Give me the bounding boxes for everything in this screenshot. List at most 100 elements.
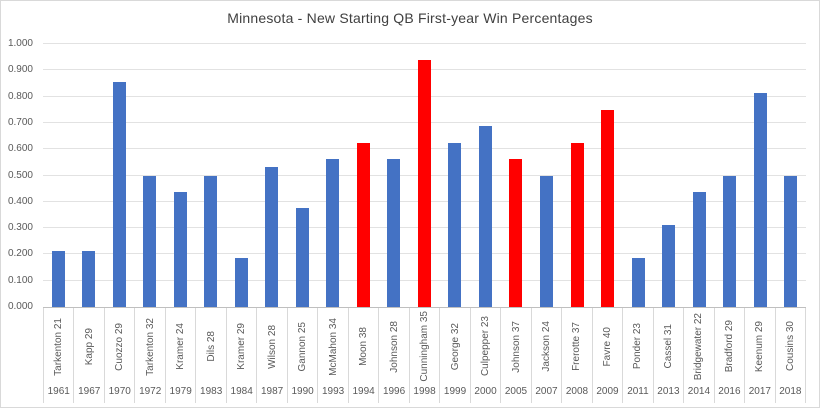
category-label-cell: Ponder 23 2011 <box>623 308 654 403</box>
category-name-wrap: Ponder 23 <box>632 308 643 385</box>
category-label-cell: Jackson 24 2007 <box>532 308 563 403</box>
category-name-wrap: Cassel 31 <box>663 308 674 385</box>
y-tick-label: 0.400 <box>7 195 33 207</box>
category-label-cell: Bradford 29 2016 <box>715 308 746 403</box>
bar-cell <box>257 44 288 307</box>
category-label-cell: Culpepper 23 2000 <box>471 308 502 403</box>
bar-cell <box>440 44 471 307</box>
bar-cell <box>775 44 806 307</box>
category-label-cell: Moon 38 1994 <box>349 308 380 403</box>
bar-cell <box>531 44 562 307</box>
category-year-label: 2014 <box>687 386 711 397</box>
category-name-wrap: Johnson 28 <box>389 308 400 385</box>
category-year-label: 1999 <box>443 386 467 397</box>
bar-cell <box>562 44 593 307</box>
category-name-wrap: Cousins 30 <box>785 308 796 385</box>
category-name-label: Bradford 29 <box>723 320 735 373</box>
category-name-label: Kapp 29 <box>83 327 95 366</box>
category-year-label: 1998 <box>413 386 436 397</box>
category-label-cell: Kramer 29 1984 <box>227 308 258 403</box>
category-label-cell: Frerotte 37 2008 <box>562 308 593 403</box>
bar-cell <box>318 44 349 307</box>
category-year-label: 1970 <box>108 386 131 397</box>
category-year-label: 1994 <box>352 386 375 397</box>
category-name-wrap: Tarkenton 21 <box>53 308 64 385</box>
category-year-label: 1979 <box>169 386 192 397</box>
bar <box>51 250 65 307</box>
category-label-cell: Gannon 25 1990 <box>288 308 319 403</box>
y-tick-label: 0.100 <box>7 274 33 286</box>
bar <box>662 224 676 307</box>
category-name-wrap: Kramer 24 <box>175 308 186 385</box>
category-label-cell: McMahon 34 1993 <box>318 308 349 403</box>
bar-cell <box>745 44 776 307</box>
category-label-cell: Kapp 29 1967 <box>74 308 105 403</box>
category-name-label: Bridgewater 22 <box>693 312 705 381</box>
category-label-cell: Favre 40 2009 <box>593 308 624 403</box>
category-label-cell: Cuozzo 29 1970 <box>105 308 136 403</box>
bar <box>265 166 279 307</box>
bar-cell <box>623 44 654 307</box>
category-name-label: Tarkenton 32 <box>144 317 156 376</box>
category-year-label: 1990 <box>291 386 314 397</box>
category-year-label: 2005 <box>504 386 528 397</box>
category-label-cell: Tarkenton 32 1972 <box>135 308 166 403</box>
bar <box>448 142 462 307</box>
bar <box>631 257 645 307</box>
category-year-label: 2013 <box>657 386 680 397</box>
bar <box>570 142 584 307</box>
y-tick-label: 0.600 <box>7 143 33 155</box>
category-label-cell: Tarkenton 21 1961 <box>44 308 75 403</box>
category-name-wrap: Jackson 24 <box>541 308 552 385</box>
bar-cell <box>379 44 410 307</box>
category-label-cell: Bridgewater 22 2014 <box>684 308 715 403</box>
y-tick-label: 0.200 <box>7 248 33 260</box>
bar-cell <box>470 44 501 307</box>
category-label-cell: Johnson 28 1996 <box>379 308 410 403</box>
category-name-wrap: Kramer 29 <box>236 308 247 385</box>
category-year-label: 1987 <box>261 386 284 397</box>
bar <box>753 93 767 307</box>
category-year-label: 2011 <box>627 386 649 397</box>
category-name-label: Jackson 24 <box>540 321 552 372</box>
category-name-wrap: Frerotte 37 <box>571 308 582 385</box>
bar <box>82 250 96 307</box>
category-name-wrap: Dils 28 <box>206 308 217 385</box>
category-name-wrap: Bradford 29 <box>724 308 735 385</box>
category-name-wrap: Cuozzo 29 <box>114 308 125 385</box>
bar <box>173 191 187 307</box>
bar-cell <box>104 44 135 307</box>
category-name-wrap: Gannon 25 <box>297 308 308 385</box>
category-name-label: Cuozzo 29 <box>114 322 126 371</box>
x-axis: Tarkenton 21 1961 Kapp 29 1967 Cuozzo 29 1970… <box>43 308 807 403</box>
category-year-label: 2007 <box>535 386 558 397</box>
category-name-label: Culpepper 23 <box>480 316 492 377</box>
category-name-label: Kramer 24 <box>175 323 187 370</box>
category-name-label: Cassel 31 <box>662 324 674 369</box>
category-year-label: 1993 <box>321 386 345 397</box>
category-name-wrap: Johnson 37 <box>511 308 522 385</box>
bar <box>326 158 340 307</box>
category-name-label: Dils 28 <box>205 331 217 362</box>
bar <box>540 175 553 307</box>
bar-cell <box>226 44 257 307</box>
bar <box>601 109 615 307</box>
category-year-label: 2009 <box>596 386 619 397</box>
category-year-label: 2000 <box>474 386 497 397</box>
y-tick-label: 0.000 <box>7 301 33 312</box>
bar-cell <box>653 44 684 307</box>
y-axis: 0.000 0.100 0.200 0.300 0.400 0.500 0.600 0.700… <box>1 1 37 407</box>
category-name-label: Ponder 23 <box>632 323 644 370</box>
bar <box>204 175 218 307</box>
bar <box>509 158 523 307</box>
bar-cell <box>165 44 196 307</box>
category-name-label: Kramer 29 <box>236 323 248 370</box>
category-name-wrap: Cunningham 35 <box>419 308 430 385</box>
bar-cell <box>196 44 227 307</box>
category-label-cell: Kramer 24 1979 <box>166 308 197 403</box>
y-tick-label: 0.300 <box>7 222 33 234</box>
category-label-cell: Cunningham 35 1998 <box>410 308 441 403</box>
category-name-label: Frerotte 37 <box>571 322 583 371</box>
bar-cell <box>592 44 623 307</box>
category-name-wrap: Keenum 29 <box>754 308 765 385</box>
